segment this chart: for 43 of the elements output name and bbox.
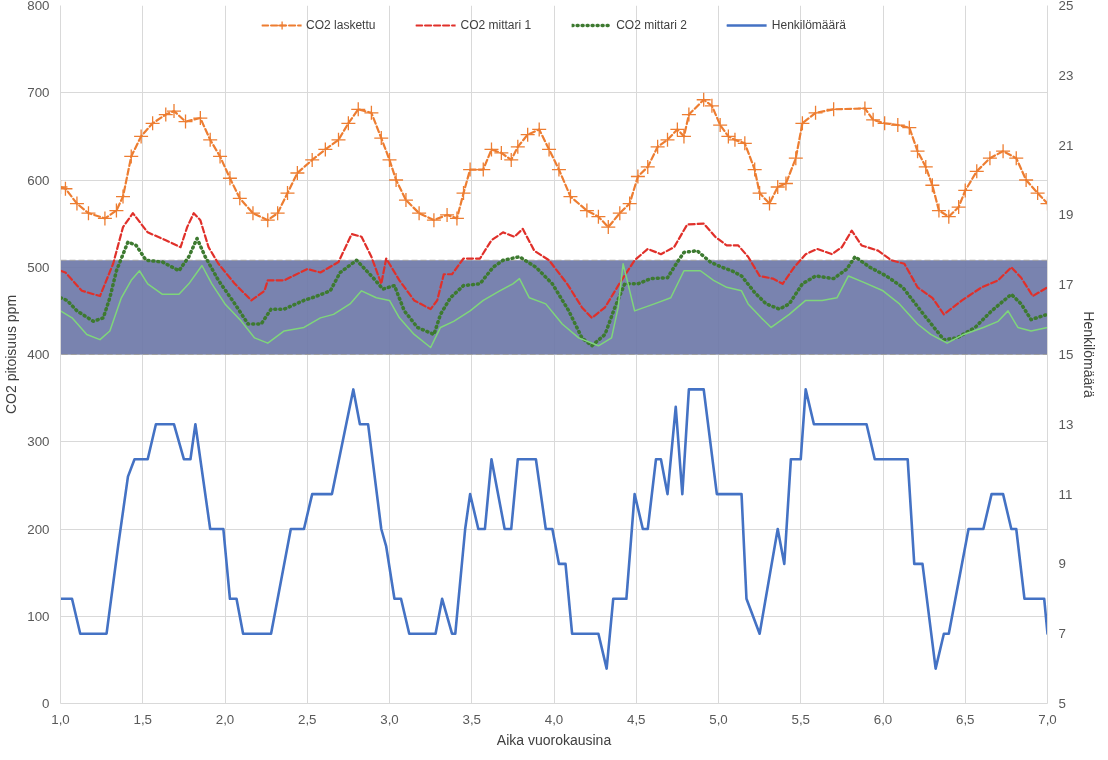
x-tick-label: 3,5	[462, 711, 482, 727]
x-tick-label: 1,0	[51, 711, 70, 727]
y-tick-label: 500	[27, 259, 50, 275]
x-axis-title: Aika vuorokausina	[496, 731, 612, 748]
legend-label: CO2 laskettu	[306, 18, 376, 32]
y-tick-label: 600	[27, 172, 50, 188]
y-tick-label: 0	[42, 696, 50, 711]
y2-tick-label: 5	[1058, 696, 1066, 711]
x-tick-label: 7,0	[1038, 711, 1057, 727]
y2-tick-label: 19	[1058, 207, 1074, 223]
x-tick-label: 2,0	[215, 711, 235, 727]
x-tick-label: 1,5	[133, 711, 153, 727]
y2-tick-label: 17	[1058, 277, 1074, 293]
legend-label: CO2 mittari 2	[616, 18, 687, 32]
line-series	[60, 236, 1048, 348]
y2-tick-label: 15	[1058, 347, 1074, 362]
y2-tick-label: 21	[1058, 137, 1074, 153]
x-tick-label: 6,5	[955, 711, 975, 727]
y2-tick-label: 9	[1058, 556, 1066, 572]
y-tick-label: 800	[27, 0, 50, 13]
y-tick-label: 200	[27, 521, 50, 537]
y-tick-label: 700	[27, 85, 50, 101]
y2-axis-title: Henkilömäärä	[1081, 311, 1098, 398]
y2-tick-label: 7	[1058, 626, 1066, 642]
legend-label: CO2 mittari 1	[460, 18, 532, 32]
x-tick-label: 5,0	[709, 711, 728, 727]
y-tick-label: 300	[27, 434, 50, 450]
y2-tick-label: 23	[1058, 67, 1074, 83]
y-tick-label: 400	[27, 347, 50, 362]
y2-tick-label: 11	[1058, 486, 1073, 502]
x-tick-label: 3,0	[380, 711, 399, 727]
legend-label: Henkilömäärä	[771, 18, 846, 32]
x-tick-label: 2,5	[297, 711, 317, 727]
x-tick-label: 5,5	[791, 711, 811, 727]
y-tick-label: 100	[27, 608, 50, 624]
y2-tick-label: 13	[1058, 416, 1074, 432]
x-tick-label: 6,0	[873, 711, 893, 727]
x-tick-label: 4,0	[544, 711, 564, 727]
line-series	[60, 212, 1048, 319]
x-tick-label: 4,5	[626, 711, 646, 727]
line-series	[60, 388, 1048, 670]
y2-tick-label: 25	[1058, 0, 1074, 13]
y-axis-title: CO2 pitoisuus ppm	[3, 294, 20, 415]
